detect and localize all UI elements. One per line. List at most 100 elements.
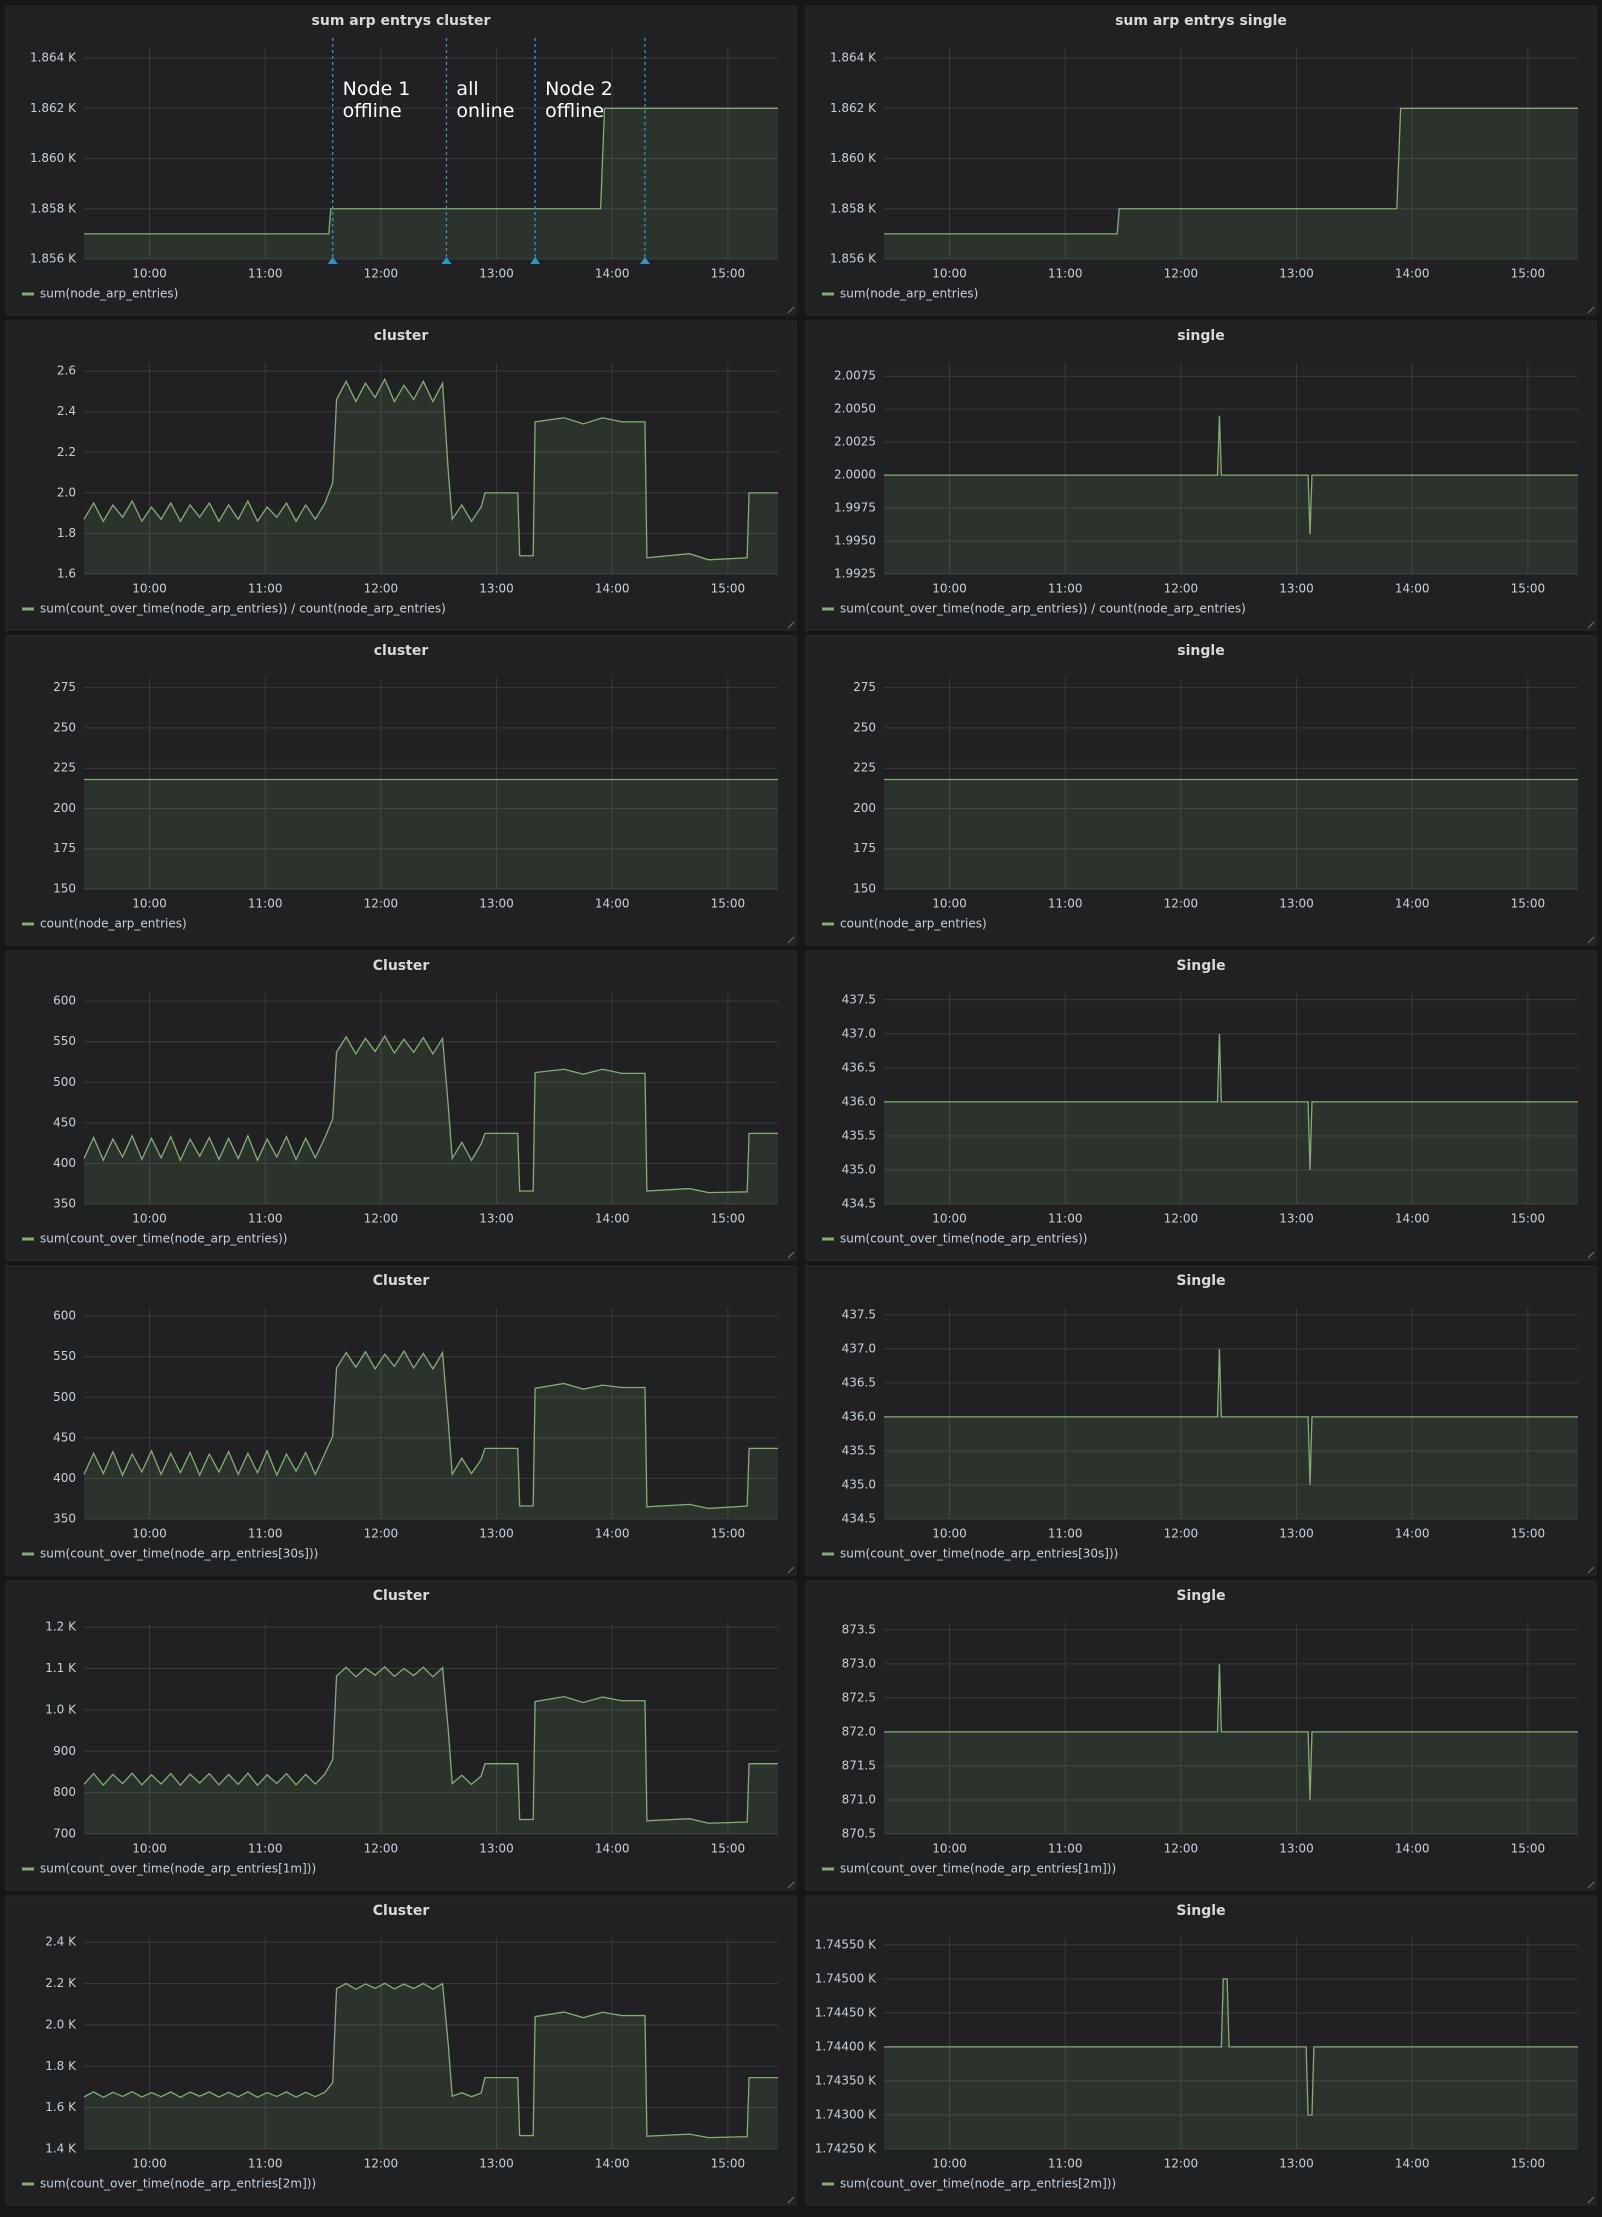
y-tick-label: 871.5 (842, 1758, 876, 1772)
resize-handle (1587, 621, 1595, 629)
x-tick-label: 10:00 (932, 2157, 967, 2171)
y-tick-label: 1.8 (57, 526, 76, 540)
x-tick-label: 11:00 (1048, 897, 1083, 911)
area-fill (884, 108, 1578, 259)
x-tick-label: 15:00 (711, 1842, 746, 1856)
x-tick-label: 13:00 (479, 897, 514, 911)
legend-swatch (22, 922, 34, 926)
x-tick-label: 13:00 (1279, 897, 1314, 911)
x-tick-label: 10:00 (932, 1842, 967, 1856)
y-tick-label: 600 (53, 994, 76, 1008)
y-tick-label: 870.5 (842, 1827, 876, 1841)
series-line (83, 377, 778, 561)
y-tick-label: 435.0 (842, 1162, 876, 1176)
y-tick-label: 1.9925 (834, 567, 876, 581)
x-tick-label: 14:00 (1395, 2157, 1430, 2171)
x-tick-label: 11:00 (248, 267, 283, 281)
y-tick-label: 2.6 (57, 364, 76, 378)
x-tick-label: 14:00 (595, 1842, 630, 1856)
y-tick-label: 871.0 (842, 1792, 876, 1806)
panel-title: sum arp entrys single (1115, 13, 1287, 29)
legend-swatch (822, 2182, 834, 2186)
annotation: Node 2 offline (545, 78, 613, 122)
x-tick-label: 11:00 (248, 582, 283, 596)
y-tick-label: 1.860 K (30, 151, 77, 165)
y-tick-label: 200 (853, 801, 876, 815)
legend-swatch (22, 607, 34, 611)
y-tick-label: 400 (53, 1156, 76, 1170)
y-tick-label: 275 (853, 680, 876, 694)
x-tick-label: 10:00 (932, 582, 967, 596)
y-tick-label: 435.0 (842, 1477, 876, 1491)
x-tick-label: 10:00 (132, 2157, 167, 2171)
panel (5, 950, 797, 1261)
x-tick-label: 14:00 (595, 1527, 630, 1541)
area-fill (884, 1033, 1578, 1204)
y-tick-label: 1.864 K (30, 51, 77, 65)
legend-swatch (22, 1867, 34, 1871)
panel-title: Single (1176, 958, 1225, 974)
resize-handle (787, 2196, 795, 2204)
series-line (884, 107, 1578, 235)
x-tick-label: 15:00 (1511, 1212, 1546, 1226)
x-tick-label: 12:00 (364, 267, 399, 281)
x-tick-label: 11:00 (1048, 2157, 1083, 2171)
x-tick-label: 12:00 (364, 1842, 399, 1856)
y-tick-label: 1.4 K (45, 2142, 77, 2156)
annotation-marker (530, 257, 541, 264)
y-tick-label: 2.4 (57, 404, 76, 418)
x-tick-label: 11:00 (1048, 1527, 1083, 1541)
annotation-marker (639, 257, 650, 264)
legend-label: sum(count_over_time(node_arp_entries[1m]… (40, 1862, 316, 1876)
y-tick-label: 200 (53, 801, 76, 815)
y-tick-label: 225 (53, 761, 76, 775)
y-tick-label: 250 (853, 720, 876, 734)
area-fill (84, 108, 778, 259)
panel-title: sum arp entrys cluster (312, 13, 491, 29)
legend-label: count(node_arp_entries) (40, 917, 187, 931)
resize-handle (1587, 1881, 1595, 1889)
series-line (83, 1349, 778, 1510)
panel-title: Cluster (373, 958, 430, 974)
legend-swatch (822, 922, 834, 926)
x-tick-label: 11:00 (1048, 582, 1083, 596)
y-tick-label: 1.862 K (30, 101, 77, 115)
panel-title: cluster (374, 643, 429, 659)
area-fill (884, 1978, 1578, 2149)
annotation: all online (456, 78, 514, 122)
y-tick-label: 1.74350 K (815, 2073, 877, 2087)
x-tick-label: 12:00 (364, 2157, 399, 2171)
x-tick-label: 13:00 (1279, 582, 1314, 596)
resize-handle (1587, 1566, 1595, 1574)
panel-title: Cluster (373, 1903, 430, 1919)
legend-label: sum(count_over_time(node_arp_entries[30s… (840, 1547, 1118, 1561)
series-line (884, 1978, 1578, 2116)
panel-title: Single (1176, 1903, 1225, 1919)
series-line (84, 107, 778, 235)
y-tick-label: 2.0025 (834, 435, 876, 449)
y-tick-label: 1.9950 (834, 534, 876, 548)
x-tick-label: 11:00 (1048, 1842, 1083, 1856)
y-tick-label: 450 (53, 1430, 76, 1444)
series-line (884, 1348, 1578, 1485)
panel-title: Single (1176, 1273, 1225, 1289)
x-tick-label: 12:00 (364, 582, 399, 596)
annotation-marker (441, 257, 452, 264)
series-line (884, 415, 1578, 535)
y-tick-label: 700 (53, 1827, 76, 1841)
panel (5, 320, 797, 631)
x-tick-label: 14:00 (595, 582, 630, 596)
y-tick-label: 2.0000 (834, 468, 876, 482)
x-tick-label: 12:00 (1164, 1842, 1199, 1856)
x-tick-label: 13:00 (479, 1212, 514, 1226)
y-tick-label: 350 (53, 1512, 76, 1526)
y-tick-label: 873.5 (842, 1622, 876, 1636)
series-line (83, 1034, 778, 1194)
annotation-text: Node 1 offline (342, 78, 411, 122)
x-tick-label: 10:00 (132, 1842, 167, 1856)
resize-handle (1587, 306, 1595, 314)
x-tick-label: 14:00 (595, 897, 630, 911)
legend-label: count(node_arp_entries) (840, 917, 987, 931)
y-tick-label: 1.74250 K (815, 2142, 877, 2156)
x-tick-label: 10:00 (932, 1527, 967, 1541)
